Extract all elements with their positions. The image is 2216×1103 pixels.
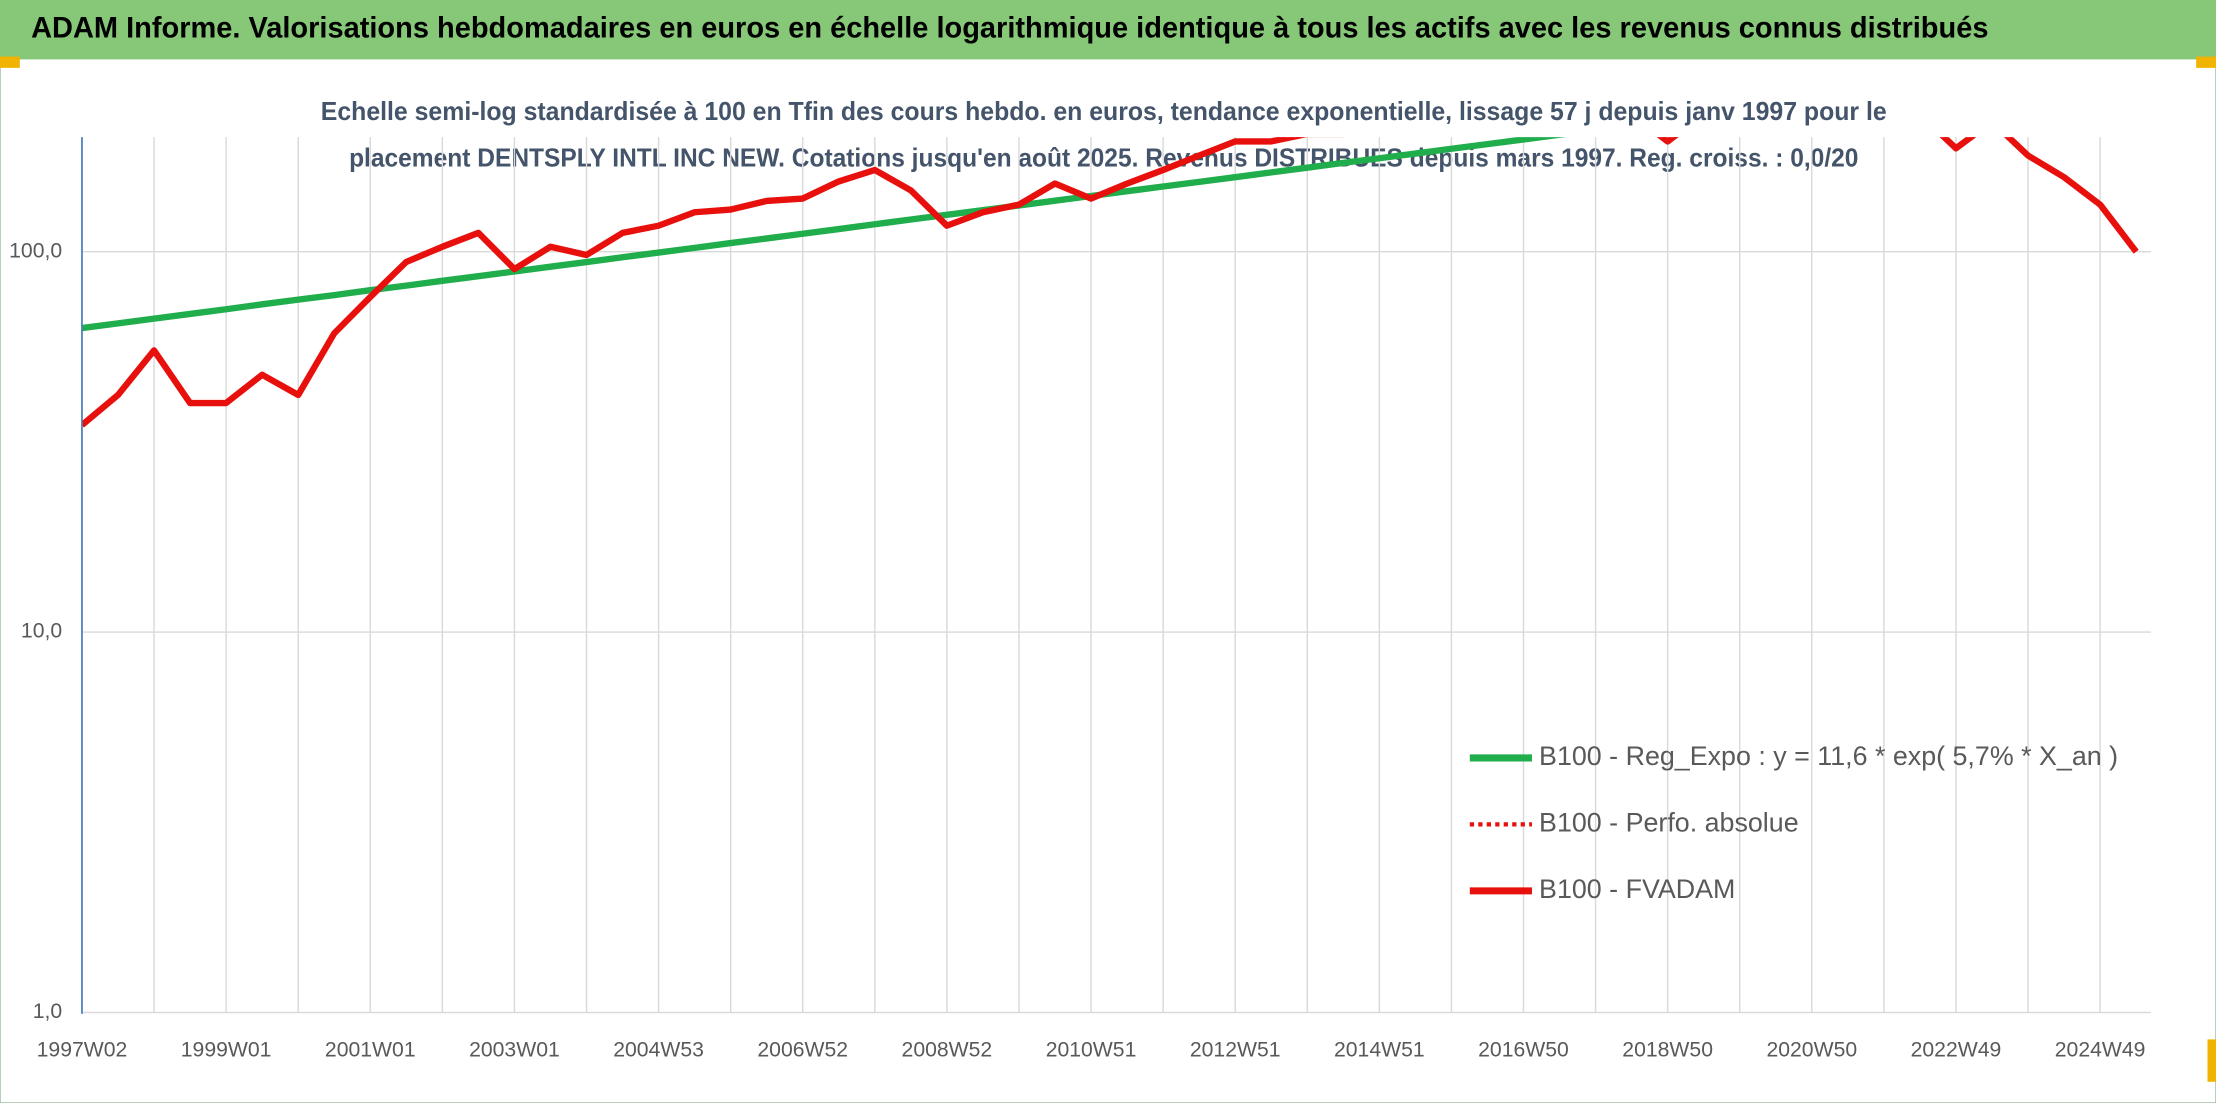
y-tick-label: 1,0	[33, 1000, 62, 1023]
header-bar	[0, 0, 2216, 60]
x-tick-label: 2001W01	[325, 1038, 416, 1061]
corner	[0, 56, 20, 68]
x-tick-label: 2004W53	[613, 1038, 704, 1061]
x-tick-label: 1997W02	[37, 1038, 128, 1061]
x-tick-label: 2003W01	[469, 1038, 560, 1061]
plot	[81, 137, 2139, 428]
legend-label: B100 - Reg_Expo : y = 11,6 * exp( 5,7% *…	[1539, 741, 2118, 771]
legend-label: B100 - FVADAM	[1539, 874, 1735, 904]
series-line	[81, 137, 2139, 428]
x-tick-label: 2006W52	[757, 1038, 848, 1061]
x-tick-label: 2010W51	[1046, 1038, 1137, 1061]
x-tick-label: 2008W52	[902, 1038, 993, 1061]
x-tick-label: 2020W50	[1766, 1038, 1857, 1061]
grid: 1,0 10,0 100,0 1997W02 1999W01 2001W01 2003W01…	[9, 137, 2151, 1061]
x-tick-label: 2016W50	[1478, 1038, 1569, 1061]
legend-label: B100 - Perfo. absolue	[1539, 808, 1799, 838]
corner	[2196, 56, 2216, 68]
x-tick-label: 2018W50	[1622, 1038, 1713, 1061]
chart-title: ADAM Informe. Valorisations hebdomadaire…	[31, 12, 1988, 45]
x-tick-label: 2014W51	[1334, 1038, 1425, 1061]
y-tick-label: 100,0	[9, 239, 62, 262]
x-tick-label: 2012W51	[1190, 1038, 1281, 1061]
x-tick-label: 1999W01	[181, 1038, 272, 1061]
legend: B100 - Reg_Expo : y = 11,6 * exp( 5,7% *…	[1469, 741, 2118, 904]
corner	[2207, 1039, 2216, 1082]
subtitle: Echelle semi-log standardisée à 100 en T…	[321, 98, 1887, 126]
subtitle: placement DENTSPLY INTL INC NEW. Cotatio…	[349, 145, 1858, 173]
x-tick-label: 2024W49	[2055, 1038, 2146, 1061]
y-tick-label: 10,0	[21, 620, 62, 643]
x-tick-label: 2022W49	[1911, 1038, 2002, 1061]
